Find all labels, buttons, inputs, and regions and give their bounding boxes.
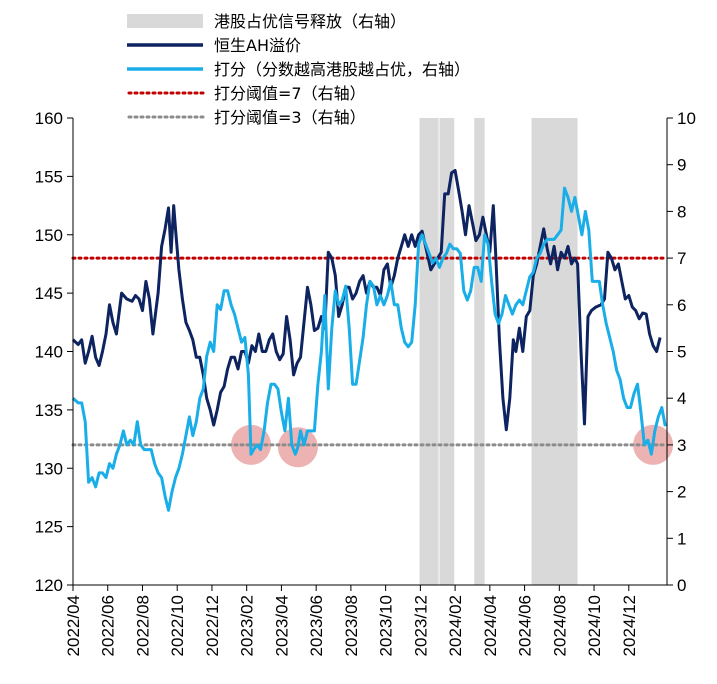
left-tick-label: 145 [35, 284, 63, 303]
series-lines [71, 169, 667, 512]
left-tick-label: 135 [35, 401, 63, 420]
signal-band [419, 118, 439, 585]
x-tick-label: 2022/12 [203, 595, 222, 656]
right-tick-label: 9 [677, 156, 686, 175]
axes: 120 125 130 135 140 145 150 155 160 0 1 2 3 4 5 6 7 8 9 10 2… [35, 109, 696, 656]
legend-label: 打分阈值=3（右轴） [214, 108, 366, 127]
right-tick-label: 7 [677, 249, 686, 268]
legend-item: 港股占优信号释放（右轴） [127, 12, 406, 31]
threshold-lines [71, 256, 669, 447]
left-tick-label: 130 [35, 459, 63, 478]
x-tick-label: 2024/10 [585, 595, 604, 656]
score-line [71, 186, 667, 512]
x-tick-label: 2023/12 [411, 595, 430, 656]
signal-band [474, 118, 485, 585]
signal-band [439, 118, 455, 585]
legend-item: 打分（分数越高港股越占优，右轴） [127, 60, 470, 79]
right-tick-label: 4 [677, 389, 686, 408]
left-tick-label: 150 [35, 226, 63, 245]
x-tick-label: 2024/04 [481, 595, 500, 656]
x-tick-label: 2023/08 [342, 595, 361, 656]
right-tick-label: 0 [677, 576, 686, 595]
legend-label: 恒生AH溢价 [214, 36, 301, 55]
legend-swatch [127, 14, 203, 28]
x-tick-label: 2022/08 [133, 595, 152, 656]
signal-bands [419, 118, 578, 585]
x-tick-label: 2023/02 [238, 595, 257, 656]
x-tick-label: 2022/04 [64, 595, 83, 656]
right-tick-label: 1 [677, 529, 686, 548]
x-tick-label: 2024/08 [550, 595, 569, 656]
x-tick-label: 2022/06 [99, 595, 118, 656]
x-tick-label: 2024/12 [620, 595, 639, 656]
legend-item: 恒生AH溢价 [127, 36, 301, 55]
x-tick-label: 2024/06 [516, 595, 535, 656]
right-tick-label: 2 [677, 483, 686, 502]
x-tick-label: 2023/06 [307, 595, 326, 656]
right-tick-label: 6 [677, 296, 686, 315]
right-tick-label: 8 [677, 202, 686, 221]
legend-item: 打分阈值=3（右轴） [127, 108, 366, 127]
legend-label: 港股占优信号释放（右轴） [214, 12, 406, 31]
left-tick-label: 120 [35, 576, 63, 595]
legend-label: 打分阈值=7（右轴） [214, 84, 366, 103]
legend-label: 打分（分数越高港股越占优，右轴） [214, 60, 470, 79]
signal-band [531, 118, 578, 585]
x-tick-label: 2023/10 [377, 595, 396, 656]
x-tick-label: 2022/10 [168, 595, 187, 656]
right-tick-label: 3 [677, 436, 686, 455]
left-tick-label: 125 [35, 518, 63, 537]
x-tick-label: 2023/04 [272, 595, 291, 656]
left-tick-label: 160 [35, 109, 63, 128]
left-tick-label: 155 [35, 167, 63, 186]
legend-item: 打分阈值=7（右轴） [127, 84, 366, 103]
left-tick-label: 140 [35, 343, 63, 362]
right-tick-label: 5 [677, 343, 686, 362]
right-tick-label: 10 [677, 109, 696, 128]
x-tick-label: 2024/02 [446, 595, 465, 656]
